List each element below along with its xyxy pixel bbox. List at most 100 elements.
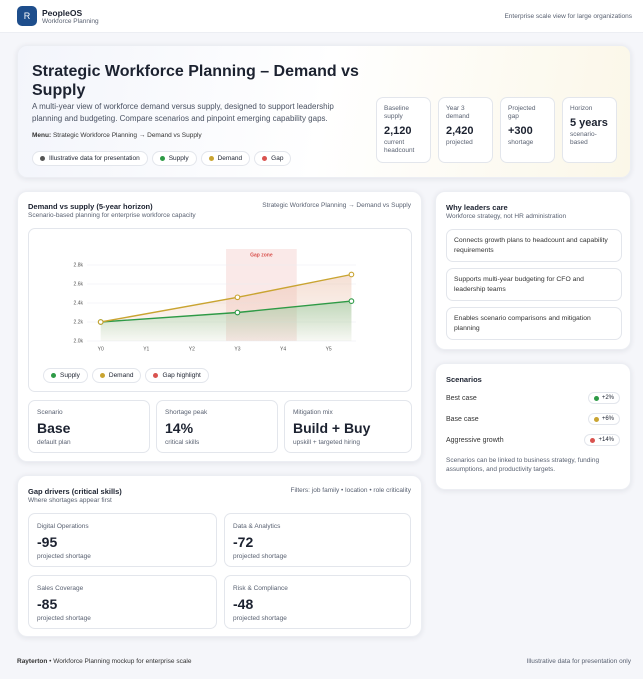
scenarios-card: Scenarios Best case +2% Base case +6% Aggres… (435, 363, 631, 490)
card-title: Demand vs supply (5-year horizon) (28, 202, 153, 211)
gap-note: projected shortage (37, 553, 91, 560)
metric-note: default plan (37, 439, 71, 446)
logo[interactable]: R (17, 6, 37, 26)
legend-dot (99, 373, 105, 378)
metric-value: Build + Buy (293, 420, 371, 436)
gap-name: Data & Analytics (233, 523, 281, 530)
hero-title: Strategic Workforce Planning – Demand vs… (32, 63, 359, 99)
gap-filters: Filters: job family • location • role cr… (290, 487, 411, 494)
point (348, 298, 355, 304)
stat: Baseline supply 2,120 current headcount (376, 97, 431, 163)
point (234, 309, 241, 316)
gap-value: -48 (233, 596, 254, 612)
footer-text: • Workforce Planning mockup for enterpri… (49, 658, 192, 665)
breadcrumb: Strategic Workforce Planning → Demand vs… (262, 202, 411, 209)
legend-label: Gap highlight (162, 372, 201, 379)
legend-item[interactable]: Supply (43, 368, 88, 383)
metric-note: critical skills (165, 439, 200, 446)
gap-note: projected shortage (233, 615, 287, 622)
point (348, 271, 355, 278)
gap-name: Digital Operations (37, 523, 89, 530)
scenarios-title: Scenarios (446, 375, 482, 384)
chip[interactable]: Demand (200, 151, 251, 166)
chips: Illustrative data for presentation Supply… (32, 148, 295, 166)
metric-label: Mitigation mix (293, 409, 333, 416)
chip[interactable]: Supply (151, 151, 197, 166)
gap-item: Sales Coverage -85 projected shortage (28, 575, 217, 629)
stat: Horizon 5 years scenario-based (562, 97, 617, 163)
stat-label: Baseline supply (384, 105, 409, 120)
stat-note: scenario-based (570, 131, 597, 146)
gap-note: projected shortage (37, 615, 91, 622)
scenario-name: Best case (446, 395, 477, 402)
stat-value: +300 (508, 125, 533, 137)
scenarios-note: Scenarios can be linked to business stra… (446, 457, 600, 473)
why-item: Supports multi-year budgeting for CFO an… (446, 268, 622, 301)
scenario-name: Aggressive growth (446, 437, 504, 444)
footer-brand: Rayterton (17, 658, 48, 665)
why-item: Enables scenario comparisons and mitigat… (446, 307, 622, 340)
point (234, 294, 241, 301)
legend: Supply Demand Gap highlight (43, 365, 213, 383)
metric-label: Scenario (37, 409, 63, 416)
x-tick-label: Y1 (143, 346, 149, 352)
metric: Mitigation mix Build + Buy upskill + targe… (284, 400, 412, 453)
metric-label: Shortage peak (165, 409, 208, 416)
point (97, 319, 104, 325)
chip[interactable]: Gap (254, 151, 292, 166)
scenario-chip[interactable]: +14% (584, 434, 620, 446)
card-subtitle: Scenario-based planning for enterprise w… (28, 212, 196, 219)
gap-item: Digital Operations -95 projected shortage (28, 513, 217, 567)
stat-label: Year 3 demand (446, 105, 470, 120)
gap-value: -85 (37, 596, 58, 612)
stat-value: 2,420 (446, 125, 474, 137)
gap-item: Data & Analytics -72 projected shortage (224, 513, 411, 567)
metric-note: upskill + targeted hiring (293, 439, 361, 446)
gap-title: Gap drivers (critical skills) (28, 487, 122, 496)
why-item: Connects growth plans to headcount and c… (446, 229, 622, 262)
legend-item[interactable]: Gap highlight (145, 368, 209, 383)
metric-value: 14% (165, 420, 194, 436)
scenario-dot (593, 395, 599, 401)
header: R PeopleOS Workforce Planning Enterprise… (0, 0, 643, 33)
legend-item[interactable]: Demand (91, 368, 142, 383)
chart: Gap zone 2.0k 2.2k 2.4k 2.6k 2.8k Y0 Y1 Y2 Y3 Y4 Y5 (74, 249, 356, 352)
x-tick-label: Y0 (98, 346, 104, 352)
brand: PeopleOS (42, 8, 83, 18)
stat-value: 2,120 (384, 125, 412, 137)
gap-subtitle: Where shortages appear first (28, 497, 112, 504)
scenario-chip[interactable]: +2% (587, 392, 620, 404)
scenario-value: +14% (598, 437, 614, 443)
gap-name: Risk & Compliance (233, 585, 288, 592)
scenario-value: +2% (601, 395, 614, 401)
legend-label: Supply (60, 372, 80, 379)
y-tick-label: 2.6k (74, 281, 84, 287)
gap-name: Sales Coverage (37, 585, 84, 592)
chip-label: Gap (271, 155, 284, 162)
stat-note: shortage (508, 139, 534, 146)
stat-label: Horizon (570, 105, 593, 112)
footer-note: Illustrative data for presentation only (526, 658, 631, 665)
chip-label: Demand (217, 155, 243, 162)
y-tick-label: 2.4k (74, 300, 84, 306)
chip-label: Supply (168, 155, 189, 162)
why-card: Why leaders care Workforce strategy, not… (435, 191, 631, 350)
y-tick-label: 2.2k (74, 319, 84, 325)
stat: Year 3 demand 2,420 projected (438, 97, 493, 163)
x-tick-label: Y3 (234, 346, 240, 352)
gap-value: -95 (37, 534, 58, 550)
scenario-chip[interactable]: +6% (587, 413, 620, 425)
why-title: Why leaders care (446, 203, 508, 212)
stat-note: projected (446, 139, 473, 146)
tagline: Enterprise scale view for large organiza… (504, 13, 632, 20)
gap-note: projected shortage (233, 553, 287, 560)
stat: Projected gap +300 shortage (500, 97, 555, 163)
gap-card: Gap drivers (critical skills) Where shor… (17, 475, 422, 637)
chip[interactable]: Illustrative data for presentation (32, 151, 148, 166)
metric-value: Base (37, 420, 71, 436)
y-tick-label: 2.0k (74, 338, 84, 344)
hero-description: A multi-year view of workforce demand ve… (32, 102, 334, 123)
legend-dot (51, 373, 56, 378)
stat-note: current headcount (384, 139, 415, 154)
